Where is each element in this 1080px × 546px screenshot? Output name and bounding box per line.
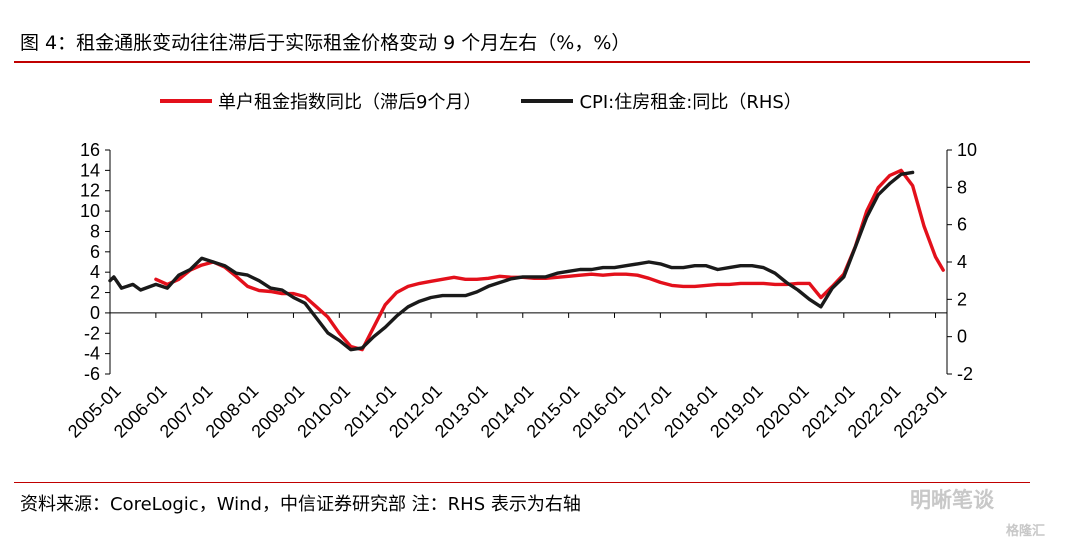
legend-item-black: CPI:住房租金:同比（RHS）	[521, 88, 802, 114]
y-left-tick-label: 16	[80, 140, 100, 160]
legend-label-red: 单户租金指数同比（滞后9个月）	[218, 92, 482, 113]
legend-swatch-black	[521, 99, 574, 103]
chart-title: 图 4：租金通胀变动往往滞后于实际租金价格变动 9 个月左右（%，%）	[20, 32, 631, 54]
legend-swatch-red	[160, 99, 212, 103]
y-right-tick-label: 6	[957, 215, 967, 235]
source-note: 资料来源：CoreLogic，Wind，中信证券研究部 注：RHS 表示为右轴	[20, 494, 581, 515]
y-right-tick-label: 2	[957, 289, 967, 309]
y-left-tick-label: 2	[90, 283, 100, 303]
y-left-tick-label: 6	[90, 242, 100, 262]
title-rule	[14, 61, 1030, 63]
y-left-tick-label: 0	[90, 303, 100, 323]
y-left-tick-label: 14	[80, 160, 100, 180]
y-left-tick-label: 10	[80, 201, 100, 221]
y-left-tick-label: 4	[90, 262, 100, 282]
y-right-tick-label: -2	[957, 364, 973, 384]
watermark: 明晰笔谈	[910, 488, 994, 512]
y-left-tick-label: -2	[84, 323, 100, 343]
y-left-tick-label: -4	[84, 344, 100, 364]
y-left-tick-label: 12	[80, 181, 100, 201]
y-left-tick-label: -6	[84, 364, 100, 384]
y-right-tick-label: 0	[957, 327, 967, 347]
y-left-tick-label: 8	[90, 221, 100, 241]
y-right-tick-label: 4	[957, 252, 967, 272]
footer-rule	[14, 482, 1030, 483]
legend-item-red: 单户租金指数同比（滞后9个月）	[160, 88, 481, 114]
watermark-sub: 格隆汇	[1006, 524, 1046, 539]
series-line-black	[108, 170, 915, 352]
legend: 单户租金指数同比（滞后9个月） CPI:住房租金:同比（RHS）	[160, 88, 842, 114]
legend-label-black: CPI:住房租金:同比（RHS）	[579, 92, 802, 113]
series-line-red	[154, 168, 945, 352]
y-right-tick-label: 8	[957, 177, 967, 197]
y-right-tick-label: 10	[957, 140, 977, 160]
